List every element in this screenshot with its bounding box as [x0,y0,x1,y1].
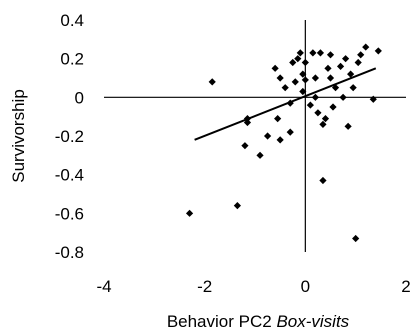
data-point [276,136,284,144]
y-tick-labels: 0.4 0.2 0 -0.2 -0.4 -0.6 -0.8 [55,11,84,262]
data-point [347,70,355,78]
data-point [281,84,289,92]
data-point [311,74,319,82]
data-point [276,74,284,82]
data-point [243,118,252,127]
data-point [314,109,322,117]
data-point [286,99,294,107]
data-point [208,78,216,86]
data-point [339,93,347,101]
data-point [289,58,297,67]
data-point [286,128,294,136]
data-point [256,151,264,159]
x-tick-label: -4 [96,277,111,296]
data-point [301,58,309,67]
data-point [342,55,350,63]
x-tick-label: 0 [301,277,310,296]
data-point [301,76,309,84]
y-tick-label: 0 [75,88,84,107]
data-point [309,49,317,57]
data-point [296,49,304,57]
data-point [352,234,360,243]
data-point [185,209,194,217]
data-point [336,62,345,70]
data-points [185,43,382,243]
y-tick-label: -0.8 [55,243,84,262]
data-point [331,84,340,92]
data-point [326,74,335,82]
data-point [329,103,337,111]
y-tick-label: -0.6 [55,204,84,223]
data-point [271,64,279,72]
x-tick-label: 2 [401,277,410,296]
data-point [357,51,365,59]
data-point [324,64,332,72]
data-point [291,78,299,86]
trend-line [194,67,377,141]
data-point [299,70,307,78]
data-point [263,132,272,140]
data-point [344,122,352,130]
data-point [362,43,370,51]
data-point [319,176,327,185]
data-point [321,115,330,123]
data-point [311,93,319,101]
y-axis-title: Survivorship [9,89,28,183]
data-point [243,115,252,123]
data-point [233,202,241,210]
x-axis-title: Behavior PC2 Box-visits [167,312,350,331]
data-point [299,87,307,96]
data-point [354,58,362,67]
data-point [316,49,325,57]
y-tick-label: 0.4 [60,11,84,30]
x-tick-label: -2 [197,277,212,296]
data-point [306,101,314,109]
data-point [374,47,382,55]
x-tick-labels: -4 -2 0 2 [96,277,410,296]
data-point [326,51,335,59]
x-axis-title-italic: Box-visits [276,312,349,331]
data-point [241,142,249,150]
y-tick-label: 0.2 [60,50,84,69]
data-point [349,84,357,92]
data-point [369,95,377,103]
data-point [294,55,302,63]
y-tick-label: -0.4 [55,166,84,185]
data-point [319,120,327,128]
x-axis-title-prefix: Behavior PC2 [167,312,277,331]
y-tick-label: -0.2 [55,127,84,146]
data-point [274,115,282,123]
